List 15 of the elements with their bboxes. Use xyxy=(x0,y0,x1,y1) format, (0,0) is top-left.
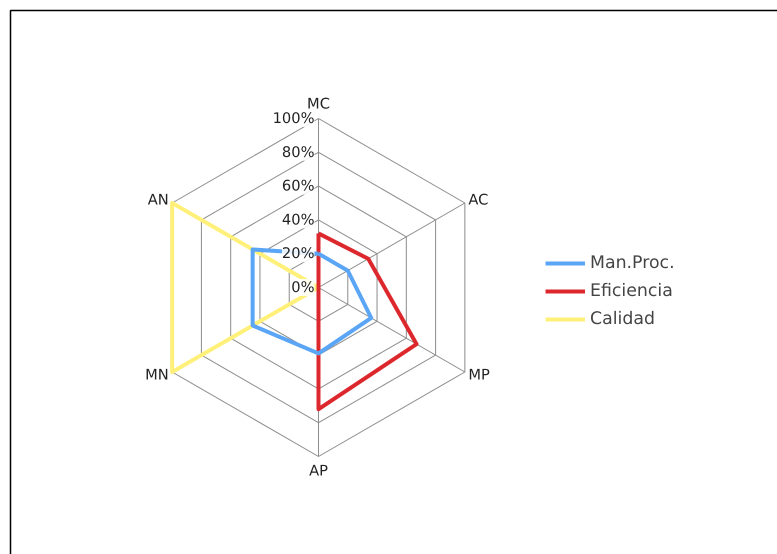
spoke-label: MC xyxy=(307,96,330,112)
y-tick-label: 100% xyxy=(272,110,315,127)
legend-label: Eficiencia xyxy=(590,281,673,301)
spoke-label: AC xyxy=(468,192,488,208)
y-tick-label: 20% xyxy=(282,245,315,262)
y-tick-label: 40% xyxy=(282,211,315,228)
y-tick-label: 80% xyxy=(282,144,315,161)
spoke-label: AP xyxy=(309,462,328,480)
y-tick-label: 60% xyxy=(282,178,315,195)
spoke-label: AN xyxy=(148,192,169,208)
spoke-label: MP xyxy=(468,366,490,384)
legend-label: Man.Proc. xyxy=(590,253,675,273)
y-tick-label: 0% xyxy=(291,279,315,296)
legend-label: Calidad xyxy=(590,309,655,329)
spoke-label: MN xyxy=(145,366,169,384)
